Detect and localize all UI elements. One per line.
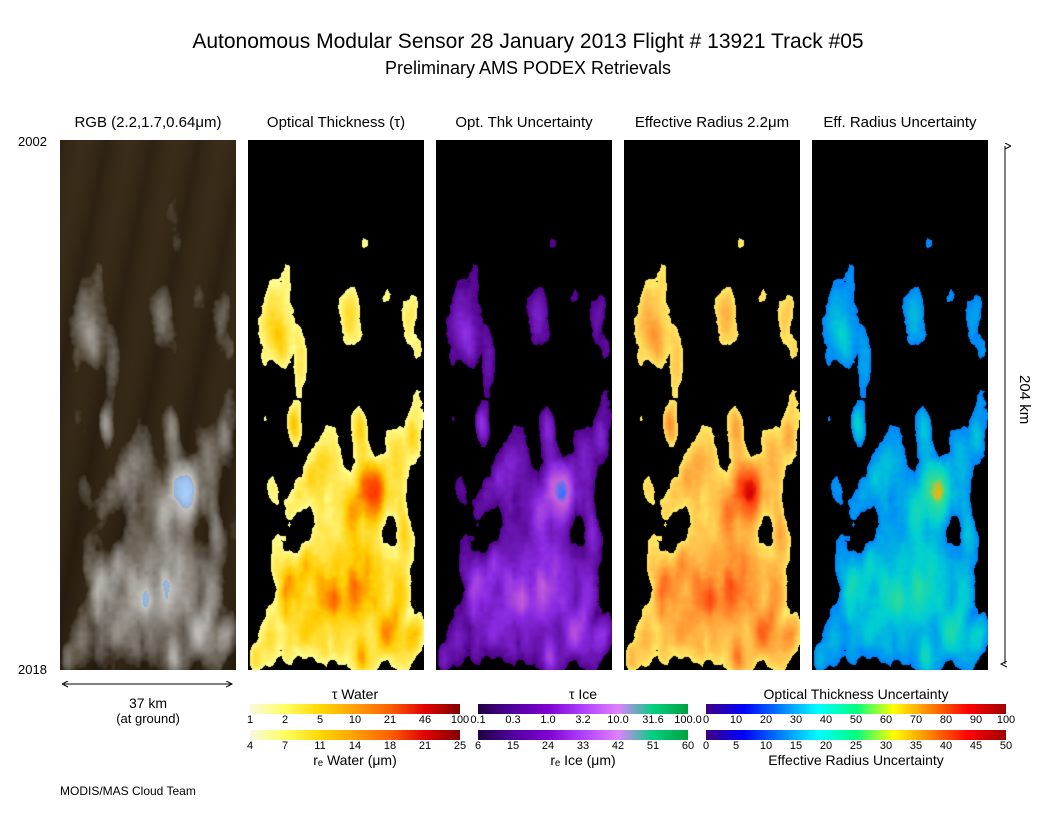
scanline-bottom-label: 2018 [18,662,47,677]
colorbar-title: Effective Radius Uncertainty [706,752,1006,768]
colorbar: 471114182125rₑ Water (μm) [250,730,460,770]
scanline-top-label: 2002 [18,134,47,149]
panel-image [248,140,424,670]
colorbar-title: rₑ Ice (μm) [478,752,688,768]
panel-reff: Effective Radius 2.2μm [624,140,800,670]
colorbar-title: Optical Thickness Uncertainty [706,686,1006,702]
swath-width-annotation: 37 km (at ground) [60,676,236,726]
colorbar: τ Water125102146100 [250,688,460,728]
colorbar: 05101520253035404550Effective Radius Unc… [706,730,1006,770]
panel-row: RGB (2.2,1.7,0.64μm)Optical Thickness (τ… [60,140,988,670]
swath-width-sublabel: (at ground) [60,711,236,726]
panel-label: Optical Thickness (τ) [248,114,424,131]
main-title: Autonomous Modular Sensor 28 January 201… [0,30,1056,54]
swath-width-label: 37 km [60,695,236,711]
panel-label: Eff. Radius Uncertainty [812,114,988,131]
colorbar-title: τ Water [250,686,460,702]
panel-image [624,140,800,670]
colorbar-title: rₑ Water (μm) [250,752,460,768]
sub-title: Preliminary AMS PODEX Retrievals [0,58,1056,79]
colorbar-title: τ Ice [478,686,688,702]
colorbar: 6152433425160rₑ Ice (μm) [478,730,688,770]
swath-length-label: 204 km [1016,375,1033,424]
panel-label: Opt. Thk Uncertainty [436,114,612,131]
panel-label: Effective Radius 2.2μm [624,114,800,131]
colorbar: τ Ice0.10.31.03.210.031.6100.0 [478,688,688,728]
panel-image [436,140,612,670]
panel-reff_unc: Eff. Radius Uncertainty [812,140,988,670]
panel-rgb: RGB (2.2,1.7,0.64μm) [60,140,236,670]
panel-tau_unc: Opt. Thk Uncertainty [436,140,612,670]
panel-tau: Optical Thickness (τ) [248,140,424,670]
panel-label: RGB (2.2,1.7,0.64μm) [60,114,236,131]
swath-length-annotation [996,140,1014,675]
panel-image [812,140,988,670]
footer-credit: MODIS/MAS Cloud Team [60,784,196,798]
colorbar-area: τ Water125102146100 τ Ice0.10.31.03.210.0… [250,688,1024,772]
colorbar: Optical Thickness Uncertainty01020304050… [706,688,1006,728]
panel-image [60,140,236,670]
